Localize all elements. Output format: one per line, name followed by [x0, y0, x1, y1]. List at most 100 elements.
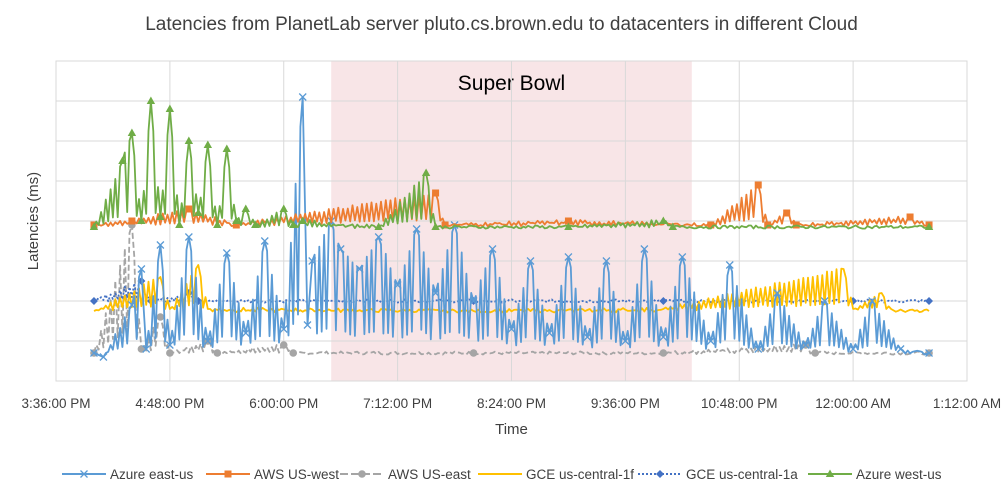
data-point: [706, 337, 715, 345]
legend-label: AWS US-east: [388, 467, 471, 482]
data-point: [432, 189, 440, 197]
data-point: [849, 345, 858, 353]
data-point: [336, 245, 345, 253]
data-point: [289, 349, 298, 357]
legend-label: AWS US-west: [254, 467, 339, 482]
data-point: [308, 257, 317, 265]
data-point: [668, 222, 678, 230]
data-point: [773, 289, 782, 297]
data-point: [222, 249, 231, 257]
data-point: [659, 333, 668, 341]
data-point: [241, 329, 250, 337]
legend-label: Azure east-us: [110, 467, 194, 482]
data-point: [507, 325, 516, 333]
x-tick-label: 12:00:00 AM: [815, 396, 891, 411]
data-point: [640, 245, 649, 253]
data-point: [906, 213, 914, 221]
data-point: [89, 222, 99, 230]
data-point: [469, 297, 478, 305]
legend-marker: [358, 470, 366, 478]
data-point: [99, 353, 108, 361]
data-point: [545, 329, 554, 337]
data-point: [194, 208, 203, 216]
data-point: [868, 297, 877, 305]
data-point: [754, 345, 763, 353]
data-point: [355, 265, 364, 273]
x-tick-label: 10:48:00 PM: [701, 396, 778, 411]
data-point: [820, 297, 829, 305]
data-point: [659, 349, 668, 357]
data-point: [707, 221, 715, 229]
data-point: [156, 241, 165, 249]
data-point: [925, 349, 934, 357]
legend-marker: [825, 469, 835, 477]
data-point: [583, 333, 592, 341]
x-tick-label: 7:12:00 PM: [363, 396, 432, 411]
data-point: [137, 345, 146, 353]
data-point: [289, 220, 298, 228]
data-point: [137, 265, 146, 273]
x-tick-label: 1:12:00 AM: [933, 396, 1001, 411]
legend-item: AWS US-west: [206, 467, 339, 482]
data-point: [203, 337, 212, 345]
data-point: [811, 349, 819, 357]
series-azure-east-us: [89, 93, 934, 361]
data-point: [203, 140, 213, 148]
data-point: [279, 204, 288, 212]
data-point: [298, 216, 307, 224]
data-point: [213, 220, 222, 228]
x-tick-label: 6:00:00 PM: [249, 396, 318, 411]
data-point: [213, 349, 222, 357]
data-point: [678, 253, 687, 261]
data-point: [279, 341, 288, 349]
series-layer: [89, 93, 934, 361]
series-azure-west-us: [89, 96, 934, 230]
data-point: [89, 297, 98, 305]
legend-item: Azure west-us: [808, 467, 942, 482]
legend-item: GCE us-central-1a: [638, 467, 798, 482]
data-point: [185, 205, 193, 213]
y-axis-label: Latencies (ms): [25, 172, 42, 270]
data-point: [621, 337, 630, 345]
data-point: [251, 220, 260, 228]
data-point: [412, 225, 421, 233]
x-axis-label: Time: [495, 421, 528, 438]
data-point: [298, 93, 307, 101]
data-point: [165, 104, 175, 112]
data-point: [431, 289, 440, 297]
data-point: [421, 168, 431, 176]
data-point: [156, 212, 165, 220]
data-point: [564, 253, 573, 261]
x-tick-label: 4:48:00 PM: [135, 396, 204, 411]
data-point: [659, 216, 668, 224]
legend-marker: [224, 470, 232, 478]
data-point: [137, 216, 146, 224]
data-point: [166, 349, 174, 357]
data-point: [279, 325, 288, 333]
legend-item: GCE us-central-1f: [478, 467, 634, 482]
data-point: [925, 297, 934, 305]
data-point: [374, 222, 383, 230]
data-point: [156, 313, 165, 321]
data-point: [564, 217, 572, 225]
x-tick-label: 3:36:00 PM: [21, 396, 90, 411]
data-point: [924, 222, 934, 230]
legend-item: Azure east-us: [62, 467, 194, 482]
data-point: [602, 257, 611, 265]
data-point: [801, 341, 810, 349]
data-point: [896, 345, 905, 353]
data-point: [303, 321, 312, 329]
legend-label: GCE us-central-1f: [526, 467, 634, 482]
data-point: [232, 221, 240, 229]
data-point: [127, 128, 137, 136]
data-point: [441, 221, 449, 229]
legend-layer: Azure east-us AWS US-west AWS US-east GCE u…: [62, 467, 942, 482]
legend-marker: [80, 470, 88, 478]
data-point: [393, 281, 402, 289]
legend-marker: [656, 470, 664, 478]
data-point: [469, 349, 478, 357]
data-point: [175, 220, 184, 228]
axis-layer: 3:36:00 PM 4:48:00 PM 6:00:00 PM 7:12:00 PM…: [21, 172, 1001, 438]
chart-title: Latencies from PlanetLab server pluto.cs…: [145, 14, 858, 35]
x-tick-label: 8:24:00 PM: [477, 396, 546, 411]
